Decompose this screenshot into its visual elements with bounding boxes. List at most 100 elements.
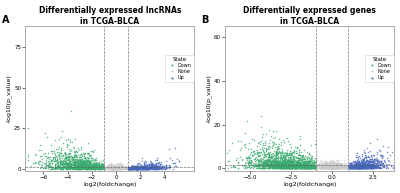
Point <box>66 163 73 166</box>
Point <box>343 163 349 166</box>
Point <box>133 166 139 169</box>
Point <box>363 163 370 166</box>
Point <box>276 167 282 170</box>
Point <box>84 166 91 169</box>
Point <box>301 161 308 164</box>
Point <box>115 167 122 170</box>
Point <box>288 161 295 164</box>
Point <box>137 165 144 168</box>
Point <box>310 164 316 167</box>
Point <box>325 166 331 169</box>
Point <box>152 167 158 170</box>
Point <box>289 154 296 157</box>
Point <box>134 167 140 170</box>
Point <box>346 162 352 165</box>
Point <box>327 163 334 166</box>
Point <box>326 160 332 163</box>
Point <box>304 161 310 164</box>
Point <box>71 153 78 156</box>
Point <box>284 159 290 162</box>
Point <box>256 161 263 164</box>
Point <box>100 167 106 170</box>
Point <box>292 167 299 170</box>
Point <box>275 164 281 167</box>
Point <box>276 165 282 168</box>
Point <box>362 166 368 169</box>
Point <box>375 163 381 166</box>
Point <box>382 162 389 165</box>
Point <box>93 167 100 170</box>
Point <box>117 167 124 170</box>
Point <box>317 167 323 170</box>
Point <box>289 166 296 169</box>
Point <box>113 167 120 170</box>
Point <box>322 163 329 166</box>
Point <box>61 164 68 168</box>
Point <box>271 166 278 169</box>
Point <box>335 160 342 163</box>
Point <box>369 166 375 169</box>
Point <box>156 161 162 164</box>
Point <box>91 167 97 170</box>
Point <box>86 160 92 163</box>
Point <box>291 156 297 159</box>
Point <box>82 162 88 165</box>
Point <box>126 167 132 170</box>
Point <box>117 165 124 168</box>
Point <box>336 166 342 169</box>
Point <box>358 160 365 163</box>
Point <box>306 152 312 156</box>
Point <box>265 160 272 163</box>
Point <box>137 165 144 168</box>
Point <box>334 165 340 168</box>
Point <box>272 164 279 167</box>
Point <box>114 164 121 167</box>
Point <box>310 164 316 167</box>
Point <box>329 167 335 170</box>
Point <box>332 165 339 168</box>
Point <box>294 165 301 168</box>
Point <box>90 166 96 169</box>
Point <box>317 165 324 168</box>
Point <box>285 154 292 157</box>
Point <box>97 165 103 168</box>
Point <box>356 161 362 164</box>
Point <box>104 167 111 170</box>
Point <box>141 166 147 169</box>
Point <box>309 160 315 163</box>
Point <box>252 163 259 166</box>
Point <box>328 167 334 170</box>
Point <box>82 162 88 165</box>
Point <box>359 165 366 168</box>
Point <box>338 161 344 164</box>
Point <box>258 161 265 164</box>
Point <box>368 166 374 169</box>
Point <box>274 166 280 169</box>
Point <box>58 152 64 155</box>
Point <box>291 165 297 168</box>
Point <box>332 166 338 169</box>
Point <box>378 162 384 165</box>
Point <box>275 157 281 160</box>
Point <box>100 163 106 166</box>
Point <box>336 162 343 165</box>
Point <box>268 155 274 158</box>
Point <box>276 163 282 167</box>
Point <box>280 167 286 170</box>
Point <box>126 167 133 170</box>
Point <box>356 161 363 164</box>
Point <box>121 167 127 170</box>
Point <box>355 165 362 168</box>
Point <box>356 166 362 169</box>
Point <box>113 167 119 170</box>
Point <box>360 158 366 161</box>
Point <box>369 166 376 169</box>
Point <box>153 167 159 170</box>
Point <box>319 166 326 169</box>
Point <box>116 167 122 170</box>
Point <box>56 154 62 157</box>
Point <box>310 164 317 168</box>
Point <box>356 166 362 169</box>
Point <box>266 163 272 166</box>
Point <box>290 166 296 169</box>
